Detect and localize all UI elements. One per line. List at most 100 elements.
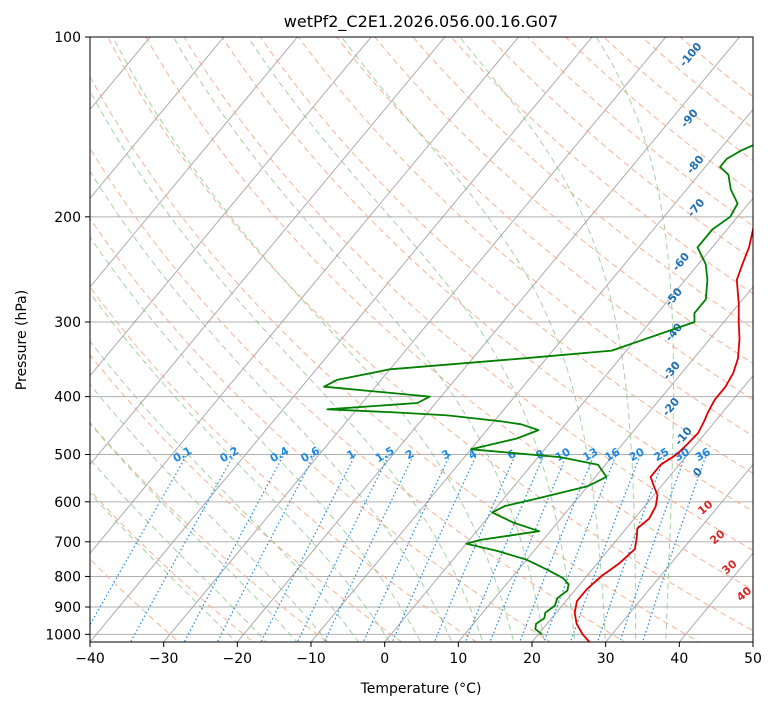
- dry-adiabat-line: [641, 37, 753, 129]
- isotherm-line: [90, 37, 225, 200]
- isotherm-line: [457, 286, 753, 642]
- mixing-ratio-line: [260, 454, 356, 642]
- moist-adiabat-line: [90, 458, 268, 642]
- y-tick-label: 200: [54, 210, 81, 226]
- dry-adiabat-line: [90, 75, 701, 642]
- moist-adiabat-label: -60: [670, 250, 693, 274]
- x-tick-label: −30: [149, 651, 179, 667]
- mixing-ratio-label: 25: [652, 445, 672, 464]
- y-tick-label: 1000: [45, 627, 81, 643]
- dewpoint-profile: [323, 144, 753, 636]
- isotherm-line: [90, 37, 593, 642]
- isotherm-line: [90, 37, 520, 555]
- moist-adiabat-label: -50: [662, 285, 685, 309]
- mixing-ratio-label: 20: [627, 445, 647, 464]
- moist-adiabat-line: [459, 37, 637, 642]
- x-tick-label: 0: [380, 651, 389, 667]
- mixing-ratio-line: [391, 454, 478, 642]
- moist-adiabat-line: [90, 383, 329, 642]
- x-tick-label: 20: [523, 651, 541, 667]
- x-axis-label: Temperature (°C): [360, 681, 482, 697]
- dry-adiabat-label: 30: [720, 557, 740, 577]
- moist-adiabat-label: -30: [660, 359, 683, 383]
- x-tick-label: 40: [670, 651, 688, 667]
- dry-adiabat-label: 40: [734, 584, 754, 604]
- mixing-ratio-line: [489, 454, 568, 642]
- moist-adiabat-line: [90, 340, 360, 642]
- sounding-profiles: [323, 144, 753, 642]
- moist-adiabat-label: -90: [678, 106, 701, 130]
- mixing-ratio-label: 0.1: [171, 444, 194, 465]
- mixing-ratio-line: [129, 454, 235, 642]
- moist-adiabat-line: [90, 170, 453, 642]
- dry-adiabat-label: 20: [708, 527, 728, 547]
- mixing-ratio-line: [433, 454, 517, 642]
- isotherm-line: [384, 197, 753, 642]
- moist-adiabat-line: [172, 37, 545, 642]
- x-tick-label: 30: [597, 651, 615, 667]
- mixing-ratio-label: 0.6: [299, 444, 323, 465]
- dry-adiabat-line: [297, 37, 753, 437]
- mixing-ratio-line: [464, 454, 545, 642]
- mixing-ratio-line: [90, 454, 188, 627]
- dry-adiabat-line: [90, 489, 255, 642]
- mixing-ratio-line: [323, 454, 415, 642]
- mixing-ratio-label: 36: [693, 445, 713, 464]
- dry-adiabat-line: [259, 37, 753, 474]
- axes: −40 −30 −20 −10 0 10 20 30 40 5010020030040050060…: [45, 30, 762, 667]
- moist-adiabat-line: [90, 422, 298, 642]
- y-tick-label: 900: [54, 600, 81, 616]
- dry-adiabat-line: [412, 37, 753, 329]
- mixing-ratio-line: [216, 454, 316, 642]
- mixing-ratio-label: 10: [553, 445, 573, 464]
- mixing-ratio-label: 0.4: [268, 444, 292, 465]
- moist-adiabat-label: -100: [677, 40, 705, 70]
- isotherm-line: [90, 37, 372, 377]
- moist-adiabat-line: [90, 292, 391, 642]
- dry-adiabat-line: [145, 37, 753, 591]
- moist-adiabat-line: [90, 492, 237, 642]
- mixing-ratio-line: [619, 454, 687, 642]
- isotherm-line: [531, 374, 753, 642]
- isotherm-line: [90, 37, 446, 466]
- moist-adiabat-label: 0: [690, 465, 705, 479]
- y-axis-label: Pressure (hPa): [14, 290, 30, 390]
- temperature-profile: [573, 225, 753, 642]
- y-tick-label: 800: [54, 569, 81, 585]
- y-tick-label: 600: [54, 495, 81, 511]
- dry-adiabat-line: [564, 37, 753, 194]
- mixing-ratio-line: [296, 454, 390, 642]
- dry-adiabat-line: [526, 37, 753, 227]
- y-tick-label: 400: [54, 390, 81, 406]
- moist-adiabat-line: [247, 37, 576, 642]
- mixing-ratio-line: [519, 454, 595, 642]
- dry-adiabat-line: [90, 421, 329, 642]
- mixing-ratio-line: [183, 454, 285, 642]
- moist-adiabat-line: [112, 37, 515, 642]
- isotherm-line: [90, 37, 299, 288]
- dry-adiabat-line: [374, 37, 753, 365]
- moist-adiabat-line: [595, 37, 674, 642]
- moist-adiabat-line: [90, 90, 484, 642]
- mixing-ratio-line: [543, 454, 617, 642]
- dry-adiabat-line: [335, 37, 753, 401]
- moist-adiabat-label: -10: [672, 424, 695, 448]
- isotherm-line: [236, 37, 741, 642]
- plot-frame: [89, 36, 754, 643]
- moist-adiabat-label: -20: [660, 395, 683, 419]
- isotherm-line: [605, 463, 753, 642]
- isotherm-line: [310, 108, 753, 642]
- moist-adiabat-line: [341, 37, 606, 642]
- dry-adiabat-line: [90, 147, 626, 642]
- dry-adiabat-label: 10: [695, 497, 715, 517]
- isotherm-line: [752, 641, 753, 642]
- moist-adiabat-line: [90, 236, 422, 642]
- moist-adiabat-label: -70: [685, 196, 708, 220]
- dry-adiabat-line: [602, 37, 753, 162]
- chart-title: wetPf2_C2E1.2026.056.00.16.G07: [284, 12, 558, 32]
- mixing-ratio-label: 0.2: [218, 444, 241, 465]
- y-tick-label: 300: [54, 315, 81, 331]
- dry-adiabat-line: [107, 37, 753, 632]
- mixing-ratio-line: [362, 454, 451, 642]
